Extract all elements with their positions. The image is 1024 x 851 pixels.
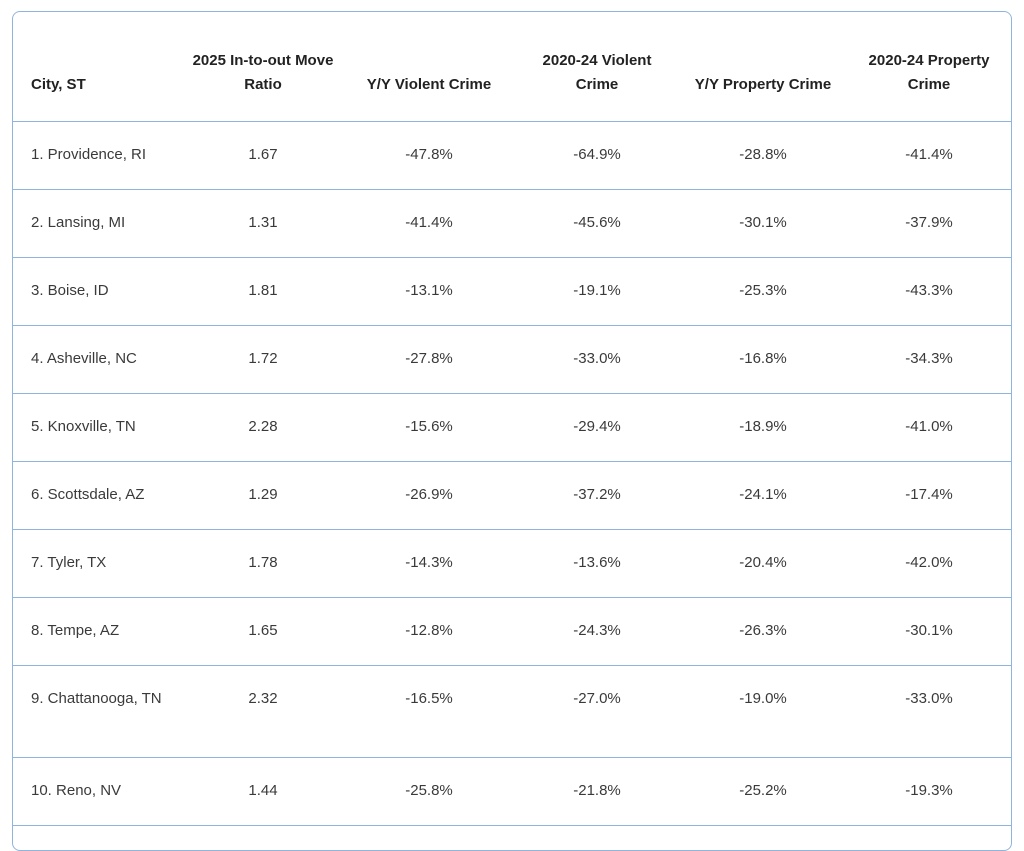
cell-5yr-property: -33.0% xyxy=(845,665,1011,758)
table-row: 5. Knoxville, TN 2.28 -15.6% -29.4% -18.… xyxy=(13,393,1011,462)
cell-yy-violent: -41.4% xyxy=(345,189,513,258)
cell-5yr-property: -19.3% xyxy=(845,757,1011,826)
table-row: 1. Providence, RI 1.67 -47.8% -64.9% -28… xyxy=(13,121,1011,190)
cell-5yr-property: -37.9% xyxy=(845,189,1011,258)
header-city: City, ST xyxy=(13,12,181,122)
cell-5yr-violent: -33.0% xyxy=(513,325,681,394)
cell-yy-property: -28.8% xyxy=(681,121,845,190)
header-2020-24-violent-crime: 2020-24 Violent Crime xyxy=(513,12,681,122)
cell-move-ratio: 1.31 xyxy=(181,189,345,258)
header-yy-violent-crime: Y/Y Violent Crime xyxy=(345,12,513,122)
table-row: 3. Boise, ID 1.81 -13.1% -19.1% -25.3% -… xyxy=(13,257,1011,326)
cell-yy-violent: -12.8% xyxy=(345,597,513,666)
cell-city: 10. Reno, NV xyxy=(13,757,181,826)
cell-5yr-violent: -64.9% xyxy=(513,121,681,190)
table-row: 2. Lansing, MI 1.31 -41.4% -45.6% -30.1%… xyxy=(13,189,1011,258)
cell-city: 3. Boise, ID xyxy=(13,257,181,326)
cell-yy-property: -25.2% xyxy=(681,757,845,826)
table-row: 4. Asheville, NC 1.72 -27.8% -33.0% -16.… xyxy=(13,325,1011,394)
cell-move-ratio: 1.65 xyxy=(181,597,345,666)
cell-5yr-violent: -19.1% xyxy=(513,257,681,326)
cell-yy-violent: -25.8% xyxy=(345,757,513,826)
header-move-ratio: 2025 In-to-out Move Ratio xyxy=(181,12,345,122)
table-row: 6. Scottsdale, AZ 1.29 -26.9% -37.2% -24… xyxy=(13,461,1011,530)
cell-move-ratio: 1.72 xyxy=(181,325,345,394)
cell-5yr-property: -34.3% xyxy=(845,325,1011,394)
table-row: 8. Tempe, AZ 1.65 -12.8% -24.3% -26.3% -… xyxy=(13,597,1011,666)
cell-5yr-violent: -29.4% xyxy=(513,393,681,462)
cell-5yr-violent: -24.3% xyxy=(513,597,681,666)
header-row: City, ST 2025 In-to-out Move Ratio Y/Y V… xyxy=(13,12,1011,122)
cell-yy-property: -16.8% xyxy=(681,325,845,394)
cell-move-ratio: 1.81 xyxy=(181,257,345,326)
crime-table: City, ST 2025 In-to-out Move Ratio Y/Y V… xyxy=(13,12,1011,826)
cell-city: 6. Scottsdale, AZ xyxy=(13,461,181,530)
cell-city: 1. Providence, RI xyxy=(13,121,181,190)
cell-yy-property: -20.4% xyxy=(681,529,845,598)
cell-5yr-property: -41.0% xyxy=(845,393,1011,462)
cell-yy-violent: -27.8% xyxy=(345,325,513,394)
header-2020-24-property-crime: 2020-24 Property Crime xyxy=(845,12,1011,122)
cell-5yr-property: -42.0% xyxy=(845,529,1011,598)
cell-yy-property: -26.3% xyxy=(681,597,845,666)
cell-5yr-property: -41.4% xyxy=(845,121,1011,190)
cell-yy-property: -25.3% xyxy=(681,257,845,326)
cell-city: 4. Asheville, NC xyxy=(13,325,181,394)
cell-yy-property: -18.9% xyxy=(681,393,845,462)
cell-5yr-violent: -13.6% xyxy=(513,529,681,598)
table-row: 9. Chattanooga, TN 2.32 -16.5% -27.0% -1… xyxy=(13,665,1011,758)
cell-5yr-property: -17.4% xyxy=(845,461,1011,530)
cell-yy-violent: -15.6% xyxy=(345,393,513,462)
cell-move-ratio: 1.67 xyxy=(181,121,345,190)
cell-move-ratio: 1.44 xyxy=(181,757,345,826)
cell-yy-property: -19.0% xyxy=(681,665,845,758)
cell-5yr-violent: -37.2% xyxy=(513,461,681,530)
table-header: City, ST 2025 In-to-out Move Ratio Y/Y V… xyxy=(13,12,1011,122)
cell-move-ratio: 1.29 xyxy=(181,461,345,530)
table-body: 1. Providence, RI 1.67 -47.8% -64.9% -28… xyxy=(13,121,1011,826)
table-row: 10. Reno, NV 1.44 -25.8% -21.8% -25.2% -… xyxy=(13,757,1011,826)
cell-yy-violent: -47.8% xyxy=(345,121,513,190)
cell-yy-violent: -14.3% xyxy=(345,529,513,598)
cell-city: 7. Tyler, TX xyxy=(13,529,181,598)
cell-city: 8. Tempe, AZ xyxy=(13,597,181,666)
cell-move-ratio: 2.32 xyxy=(181,665,345,758)
cell-5yr-property: -43.3% xyxy=(845,257,1011,326)
cell-yy-violent: -16.5% xyxy=(345,665,513,758)
cell-5yr-property: -30.1% xyxy=(845,597,1011,666)
table-row: 7. Tyler, TX 1.78 -14.3% -13.6% -20.4% -… xyxy=(13,529,1011,598)
cell-city: 5. Knoxville, TN xyxy=(13,393,181,462)
cell-move-ratio: 1.78 xyxy=(181,529,345,598)
cell-move-ratio: 2.28 xyxy=(181,393,345,462)
cell-yy-violent: -13.1% xyxy=(345,257,513,326)
cell-yy-property: -24.1% xyxy=(681,461,845,530)
cell-5yr-violent: -27.0% xyxy=(513,665,681,758)
cell-5yr-violent: -45.6% xyxy=(513,189,681,258)
cell-yy-violent: -26.9% xyxy=(345,461,513,530)
cell-city: 9. Chattanooga, TN xyxy=(13,665,181,758)
cell-yy-property: -30.1% xyxy=(681,189,845,258)
crime-table-card: City, ST 2025 In-to-out Move Ratio Y/Y V… xyxy=(12,11,1012,851)
cell-5yr-violent: -21.8% xyxy=(513,757,681,826)
header-yy-property-crime: Y/Y Property Crime xyxy=(681,12,845,122)
cell-city: 2. Lansing, MI xyxy=(13,189,181,258)
